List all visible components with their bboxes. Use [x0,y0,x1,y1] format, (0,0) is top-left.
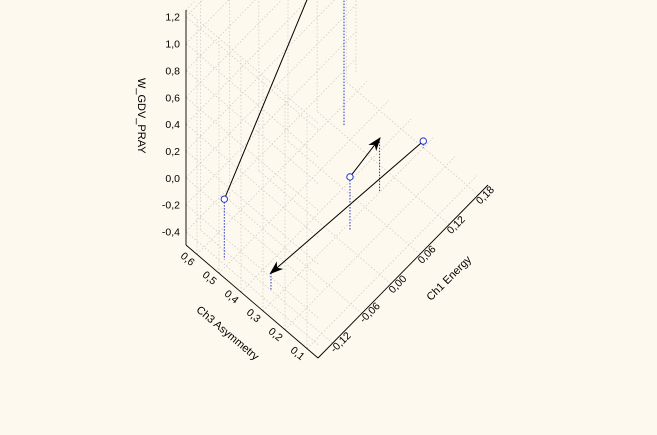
grid-layer [185,0,479,349]
y-tick-label: 0,4 [222,288,241,307]
left-wall-gridline [185,43,319,157]
floor-gridline [258,170,392,285]
x-axis-label: Ch1 Energy [424,253,474,303]
box-edges [185,10,489,359]
back-wall-gridline [185,0,230,44]
left-wall-gridline [185,150,319,265]
x-tick-label: -0,12 [328,330,354,356]
x-tick-label: 0,12 [445,214,468,237]
z-tick-label: 0,0 [165,173,180,185]
x-tick-label: 0,00 [386,273,409,296]
z-axis-label: W_GDV_PRAY [135,78,147,154]
y-tick-label: 0,6 [178,250,197,269]
left-wall-gridline [185,70,319,184]
y-tick-label: 0,3 [244,307,263,326]
back-edge [185,9,319,124]
floor-gridline [306,175,478,349]
left-wall-gridline [185,123,319,238]
x-tick-label: 0,06 [416,243,439,266]
floor-gridline [287,140,421,255]
y-tick-label: 0,5 [200,269,219,288]
vector-arrow [349,136,381,178]
vector-arrow [223,0,308,200]
z-tick-label: 0,2 [165,146,180,158]
back-wall-gridline [185,0,256,71]
z-tick-label: -0,4 [162,227,180,239]
data-layer [220,0,427,291]
back-wall-gridline [185,0,335,152]
vector-start-point [419,137,427,145]
z-tick-label: 1,2 [165,12,180,24]
back-wall-gridline [185,0,309,125]
z-tick-label: 0,6 [165,92,180,104]
back-wall-gridline [185,4,357,179]
x-tick-label: -0,06 [357,300,383,326]
x-tick-label: 0,18 [474,184,497,207]
z-tick-label: 1,0 [165,39,180,51]
y-axis-line [185,244,319,359]
floor-gridline [346,81,479,196]
back-wall-gridline [185,58,357,232]
floor-gridline [229,200,362,314]
y-tick-label: 0,2 [266,325,285,344]
left-wall-gridline [185,231,319,345]
vector-start-point [220,195,229,203]
vector-start-point [346,173,354,181]
back-edge [185,0,197,11]
left-wall-gridline [185,16,319,130]
back-wall-gridline [185,0,283,98]
z-tick-label: 0,4 [165,119,180,131]
left-wall-gridline [185,204,319,318]
back-wall-gridline [185,0,203,17]
floor-gridline [218,100,390,274]
z-tick-label: 0,8 [165,65,180,77]
z-tick-label: -0,2 [162,200,180,212]
left-wall-gridline [185,177,319,292]
floor-gridline [200,229,333,344]
floor-gridline [262,137,434,312]
left-wall-gridline [185,97,319,211]
vector-arrow [269,140,424,275]
floor-gridline [240,118,412,293]
tick-labels: -0,12-0,060,000,060,120,180,10,20,30,40,… [162,12,497,363]
x-axis-line [317,184,489,359]
y-tick-label: 0,1 [288,344,307,363]
floor-gridline [316,111,450,225]
